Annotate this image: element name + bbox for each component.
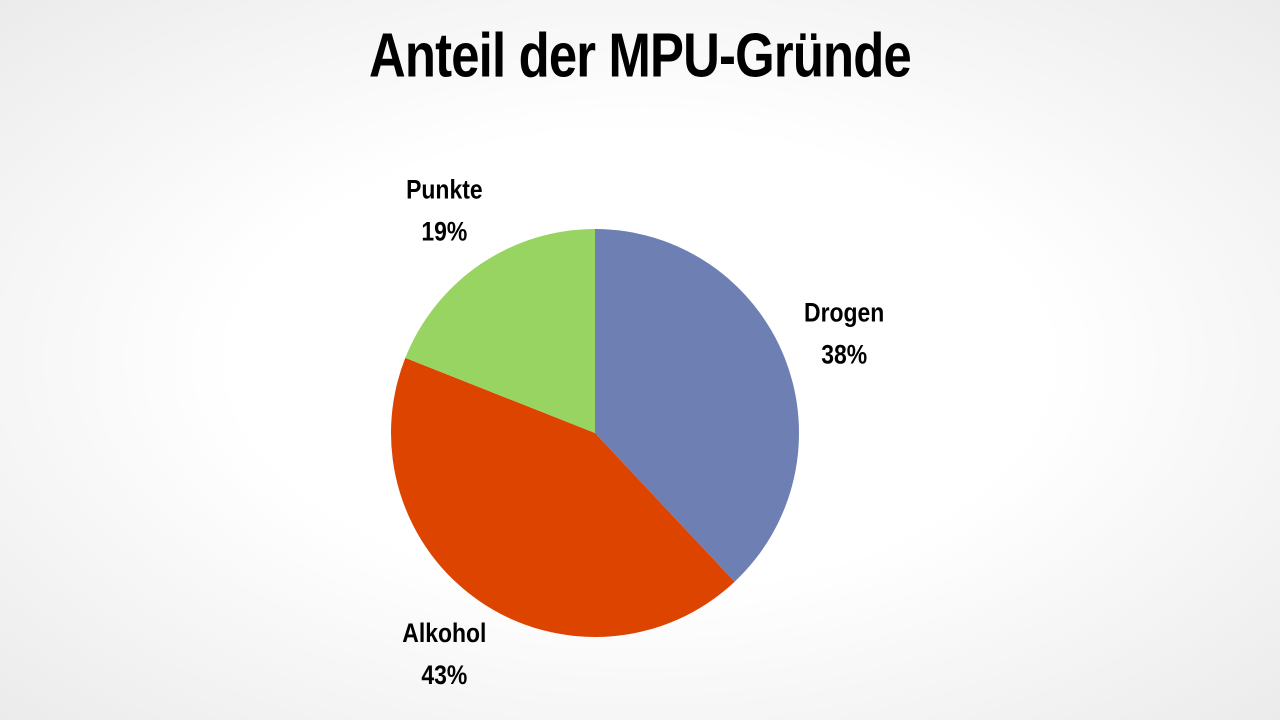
slice-value: 38% xyxy=(821,340,867,370)
slice-label: Punkte xyxy=(406,175,483,205)
pie-slice xyxy=(595,229,799,582)
slice-value: 19% xyxy=(421,217,467,247)
pie-slice xyxy=(405,229,595,433)
slice-label: Alkohol xyxy=(402,618,486,648)
slice-value: 43% xyxy=(421,660,467,690)
chart-title: Anteil der MPU-Gründe xyxy=(369,22,911,91)
slice-label: Drogen xyxy=(804,298,884,328)
pie-slice xyxy=(391,357,735,637)
